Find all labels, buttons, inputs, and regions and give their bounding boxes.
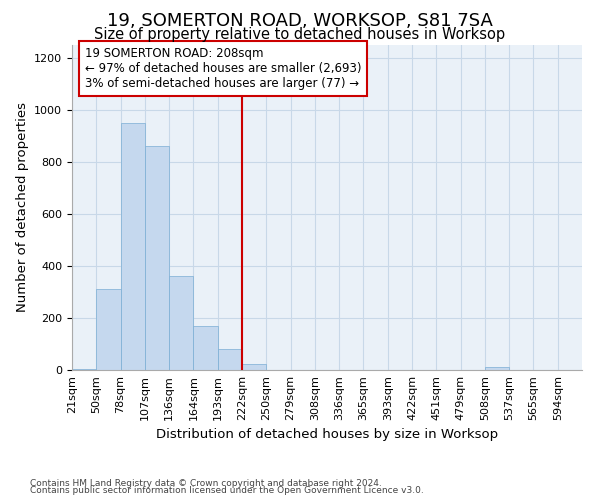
Text: Size of property relative to detached houses in Worksop: Size of property relative to detached ho… bbox=[94, 28, 506, 42]
Text: Contains HM Land Registry data © Crown copyright and database right 2024.: Contains HM Land Registry data © Crown c… bbox=[30, 478, 382, 488]
Bar bbox=[121, 123, 145, 370]
Y-axis label: Number of detached properties: Number of detached properties bbox=[16, 102, 29, 312]
Text: 19, SOMERTON ROAD, WORKSOP, S81 7SA: 19, SOMERTON ROAD, WORKSOP, S81 7SA bbox=[107, 12, 493, 30]
Text: Contains public sector information licensed under the Open Government Licence v3: Contains public sector information licen… bbox=[30, 486, 424, 495]
Text: 19 SOMERTON ROAD: 208sqm
← 97% of detached houses are smaller (2,693)
3% of semi: 19 SOMERTON ROAD: 208sqm ← 97% of detach… bbox=[85, 46, 361, 90]
Bar bbox=[218, 349, 242, 370]
Bar bbox=[485, 368, 509, 370]
Bar bbox=[145, 146, 169, 370]
X-axis label: Distribution of detached houses by size in Worksop: Distribution of detached houses by size … bbox=[156, 428, 498, 442]
Bar bbox=[96, 290, 121, 370]
Bar bbox=[72, 368, 96, 370]
Bar bbox=[169, 276, 193, 370]
Bar bbox=[242, 364, 266, 370]
Bar bbox=[193, 326, 218, 370]
